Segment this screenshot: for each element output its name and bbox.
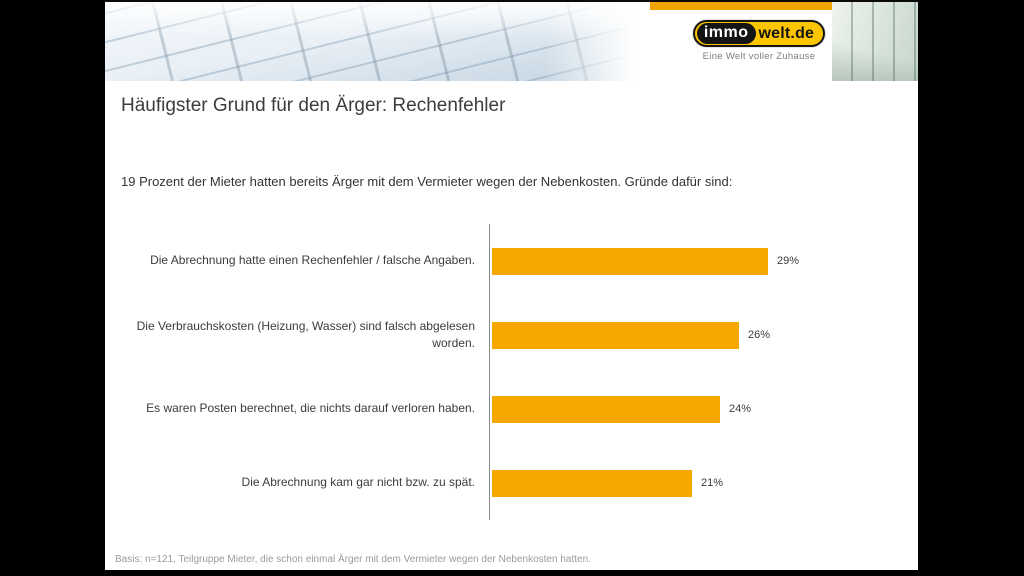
header-photo-glass-right: [832, 2, 918, 81]
logo-text-immo: immo: [696, 23, 756, 44]
bar-label: Es waren Posten berechnet, die nichts da…: [146, 401, 475, 416]
bar-value-label: 21%: [701, 477, 724, 489]
bar: [492, 247, 768, 275]
header-photo-glass-facade: [105, 2, 640, 81]
bar-track: 21%: [489, 446, 901, 520]
slide-header: immo welt.de Eine Welt voller Zuhause: [105, 2, 918, 82]
bar-value-label: 24%: [729, 403, 752, 415]
chart-row: Die Abrechnung hatte einen Rechenfehler …: [121, 224, 901, 298]
presentation-slide: immo welt.de Eine Welt voller Zuhause Hä…: [105, 0, 918, 570]
bar-label: Die Abrechnung hatte einen Rechenfehler …: [150, 253, 475, 268]
chart-row: Es waren Posten berechnet, die nichts da…: [121, 372, 901, 446]
page-title: Häufigster Grund für den Ärger: Rechenfe…: [121, 95, 506, 116]
bar: [492, 469, 692, 497]
bar-value-label: 29%: [777, 255, 800, 267]
source-note: Basis: n=121, Teilgruppe Mieter, die sch…: [115, 554, 591, 565]
bar-track: 26%: [489, 298, 901, 372]
logo-text-weltde: welt.de: [758, 24, 815, 42]
brand-accent-bar: [650, 2, 832, 10]
photo-highlight: [105, 2, 640, 38]
bar-chart: Die Abrechnung hatte einen Rechenfehler …: [121, 224, 901, 520]
chart-row: Die Verbrauchskosten (Heizung, Wasser) s…: [121, 298, 901, 372]
immowelt-logo-pill: immo welt.de: [692, 20, 826, 47]
logo-tagline: Eine Welt voller Zuhause: [702, 51, 816, 62]
bar-track: 24%: [489, 372, 901, 446]
bar-label: Die Abrechnung kam gar nicht bzw. zu spä…: [241, 475, 475, 490]
bar-label: Die Verbrauchskosten (Heizung, Wasser) s…: [136, 318, 475, 350]
bar: [492, 321, 739, 349]
bar: [492, 395, 720, 423]
chart-row: Die Abrechnung kam gar nicht bzw. zu spä…: [121, 446, 901, 520]
bar-track: 29%: [489, 224, 901, 298]
immowelt-logo: immo welt.de Eine Welt voller Zuhause: [683, 20, 835, 62]
chart-subtitle: 19 Prozent der Mieter hatten bereits Ärg…: [121, 174, 733, 189]
bar-value-label: 26%: [748, 329, 771, 341]
